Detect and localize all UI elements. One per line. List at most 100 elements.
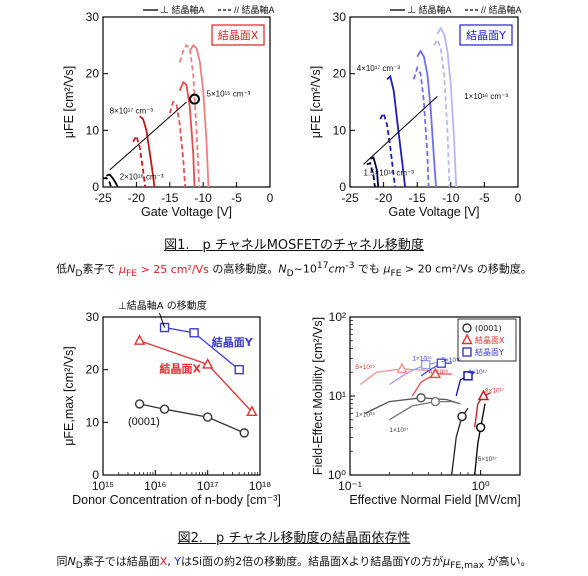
annotation: 5×10¹⁶ — [441, 357, 461, 364]
plot-frame — [349, 16, 519, 188]
annotation: 5×10¹⁵ cm⁻³ — [207, 89, 251, 98]
x-axis-label: Effective Normal Field [MV/cm] — [349, 493, 520, 507]
panel-label-box — [211, 24, 265, 46]
x-tick-label: 10¹⁶ — [144, 479, 166, 493]
y-tick-label: 10¹ — [329, 389, 346, 403]
data-point — [461, 333, 473, 345]
y-tick-label: 10 — [333, 123, 347, 137]
chart-panel-3: 10¹⁵ 10¹⁶ 10¹⁷ 10¹⁸ 0 10 20 30 Donor Concentrati… — [62, 299, 281, 507]
y-tick-label: 30 — [333, 10, 347, 24]
y-tick-label: 20 — [86, 67, 100, 81]
y-tick-label: 30 — [86, 10, 100, 24]
series-line — [139, 115, 156, 188]
data-point — [134, 399, 145, 409]
chart-panel-2: -25 -20 -15 -10 -5 0 0 10 20 30 Gate Voltage [V] μF… — [309, 4, 522, 219]
y-tick-label: 30 — [86, 310, 100, 324]
annotation: 結晶面Y — [212, 335, 254, 349]
annotation: 4×10¹⁶ — [429, 369, 449, 376]
y-tick-label: 0 — [92, 180, 99, 194]
series-line — [420, 362, 452, 377]
panel-label: 結晶面Y — [466, 28, 506, 42]
x-tick-label: 0 — [515, 191, 522, 205]
legend-entry: 結晶面Y — [475, 347, 504, 357]
annotation: ⊥結晶軸A の移動度 — [118, 299, 207, 312]
data-point — [159, 404, 170, 414]
x-tick-label: 10⁰ — [472, 479, 490, 493]
x-tick-label: -25 — [341, 191, 359, 205]
y-tick-label: 10 — [86, 415, 100, 429]
annotation: 4×10¹⁷ cm⁻³ — [357, 64, 401, 73]
x-tick-label: -10 — [442, 191, 460, 205]
annotation: 1×10¹⁶ — [355, 412, 375, 419]
x-tick-label: -25 — [94, 191, 112, 205]
x-tick-label: -15 — [161, 191, 179, 205]
series-line — [139, 340, 253, 413]
trend-arrow — [363, 95, 438, 165]
x-tick-label: -20 — [128, 191, 146, 205]
data-point — [462, 347, 472, 357]
x-tick-label: -20 — [375, 191, 393, 205]
series-line — [178, 43, 201, 188]
legend-entry: ⊥ 結晶軸A — [160, 4, 205, 15]
annotation: 8×10¹⁷ cm⁻³ — [110, 106, 154, 115]
legend-entry: 結晶面X — [475, 335, 505, 345]
annotation: 5×10¹⁷ — [478, 456, 498, 463]
plot-frame — [102, 16, 271, 188]
y-axis-label: μFE [cm²/Vs] — [309, 66, 323, 138]
x-axis-label: Gate Voltage [V] — [141, 205, 232, 219]
data-point — [436, 358, 447, 368]
x-tick-label: -5 — [231, 191, 242, 205]
series-line — [102, 176, 112, 188]
annotation: (0001) — [128, 416, 160, 428]
annotation: 4×10¹⁷ — [468, 369, 488, 376]
series-line — [369, 156, 380, 188]
chart-panel-1: -25 -20 -15 -10 -5 0 0 10 20 30 Gate Voltage [V] μF… — [62, 4, 275, 219]
x-tick-label: -5 — [479, 191, 490, 205]
x-tick-label: -10 — [195, 191, 213, 205]
data-point — [189, 328, 199, 338]
series-line — [106, 173, 119, 188]
series-line — [168, 100, 187, 188]
annotation: 1×10¹⁶ — [412, 356, 432, 363]
figure2-caption: 図2. p チャネル移動度の結晶面依存性 — [177, 531, 411, 546]
annotation: 5×10¹⁵ — [355, 364, 375, 371]
data-point — [239, 428, 249, 438]
y-tick-label: 10² — [329, 310, 346, 324]
data-point — [234, 364, 244, 375]
data-point — [429, 367, 442, 379]
annotation: 1×10¹⁶ cm⁻³ — [464, 92, 508, 101]
series-line — [388, 361, 442, 386]
y-axis-label: μFE,max [cm²/Vs] — [62, 346, 76, 446]
series-line — [359, 368, 429, 386]
data-point — [202, 412, 213, 422]
data-point — [462, 323, 472, 333]
x-tick-label: -15 — [409, 191, 427, 205]
plot-frame — [102, 316, 261, 476]
legend-entry: (0001) — [475, 324, 502, 333]
annotation: 結晶面X — [159, 361, 201, 375]
x-axis-label: Donor Concentration of n-body [cm⁻³] — [72, 493, 281, 507]
data-point — [421, 359, 431, 370]
y-tick-label: 0 — [339, 180, 346, 194]
y-tick-label: 0 — [92, 468, 99, 482]
x-tick-label: 10¹⁸ — [249, 479, 271, 493]
highlight-circle — [189, 93, 201, 105]
x-tick-label: 10⁻¹ — [338, 479, 362, 493]
series-line — [451, 407, 469, 476]
x-tick-label: 10¹⁷ — [197, 479, 219, 493]
data-point — [396, 362, 408, 374]
y-tick-label: 10⁰ — [328, 468, 346, 482]
data-point — [477, 389, 490, 401]
series-line — [178, 80, 196, 188]
data-point — [457, 411, 467, 422]
trend-arrow — [109, 101, 187, 171]
x-tick-label: 10¹⁵ — [92, 479, 114, 493]
annotation: 8×10¹⁷ — [485, 388, 505, 395]
y-tick-label: 10 — [86, 123, 100, 137]
series-line — [366, 162, 376, 188]
series-line — [433, 37, 451, 188]
y-axis-label: μFE [cm²/Vs] — [62, 66, 76, 138]
annotation-pointer — [159, 312, 166, 328]
series-line — [412, 65, 430, 188]
